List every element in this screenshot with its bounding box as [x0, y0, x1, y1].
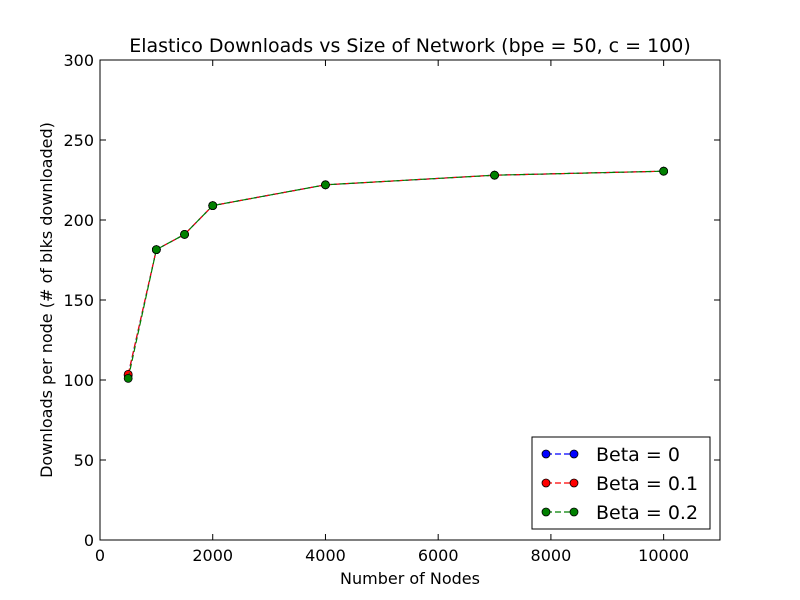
y-tick-label: 250 [63, 131, 94, 150]
y-tick-label: 200 [63, 211, 94, 230]
x-tick-label: 4000 [305, 546, 346, 565]
data-point [180, 229, 189, 239]
legend-label: Beta = 0.1 [596, 473, 698, 495]
legend-item: Beta = 0 [541, 444, 680, 466]
data-point [659, 166, 669, 176]
chart-title: Elastico Downloads vs Size of Network (b… [129, 35, 691, 57]
legend-item: Beta = 0.1 [541, 473, 698, 495]
data-point [490, 170, 499, 180]
y-tick-label: 150 [63, 291, 94, 310]
legend-marker [569, 449, 579, 459]
data-point [321, 180, 330, 190]
legend-marker [569, 478, 579, 488]
data-point [208, 201, 218, 211]
legend-box [531, 436, 711, 530]
x-tick-label: 0 [95, 546, 105, 565]
x-tick-label: 10000 [638, 546, 689, 565]
y-tick-label: 50 [74, 451, 94, 470]
legend: Beta = 0 Beta = 0.1 Beta = 0.2 [531, 436, 711, 530]
legend-marker [541, 507, 551, 517]
legend-marker [569, 507, 579, 517]
y-tick-label: 300 [63, 51, 94, 70]
x-axis-label: Number of Nodes [340, 569, 480, 588]
legend-marker [541, 449, 551, 459]
x-tick-label: 2000 [192, 546, 233, 565]
x-tick-label: 8000 [531, 546, 572, 565]
legend-label: Beta = 0 [596, 444, 680, 466]
legend-label: Beta = 0.2 [596, 502, 698, 524]
data-point [123, 373, 133, 383]
series-layer [123, 166, 669, 383]
legend-item: Beta = 0.2 [541, 502, 698, 524]
series-2 [123, 166, 669, 383]
x-axis: 0 2000 4000 6000 8000 10000 [95, 60, 689, 565]
x-tick-label: 6000 [418, 546, 459, 565]
y-tick-label: 0 [84, 531, 94, 550]
y-axis: 0 50 100 150 200 250 300 [63, 51, 720, 550]
data-point [151, 245, 161, 255]
y-axis-label: Downloads per node (# of blks downloaded… [37, 122, 56, 478]
legend-marker [541, 478, 551, 488]
y-tick-label: 100 [63, 371, 94, 390]
